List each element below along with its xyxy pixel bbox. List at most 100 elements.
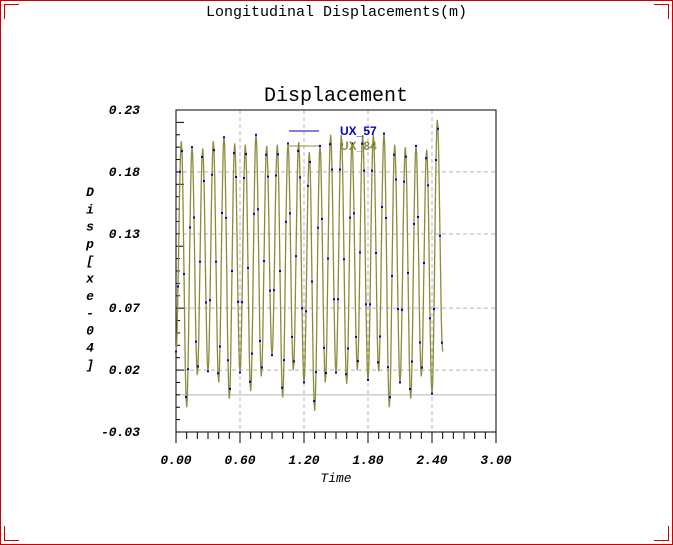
series-point-ux57 bbox=[373, 142, 375, 145]
series-point-ux57 bbox=[281, 386, 283, 389]
series-point-ux57 bbox=[261, 366, 263, 369]
series-point-ux57 bbox=[255, 133, 257, 136]
series-point-ux57 bbox=[185, 396, 187, 399]
series-point-ux57 bbox=[223, 136, 225, 139]
series-point-ux57 bbox=[377, 361, 379, 364]
series-point-ux57 bbox=[279, 270, 281, 272]
series-point-ux57 bbox=[379, 335, 381, 338]
series-point-ux57 bbox=[387, 366, 389, 369]
series-point-ux57 bbox=[289, 212, 291, 215]
series-point-ux57 bbox=[271, 354, 273, 357]
series-point-ux57 bbox=[251, 352, 253, 355]
series-point-ux57 bbox=[179, 170, 181, 173]
series-point-ux57 bbox=[215, 260, 217, 263]
series-point-ux57 bbox=[285, 220, 287, 223]
grid-lines bbox=[176, 110, 496, 432]
series-point-ux57 bbox=[381, 205, 383, 208]
corner-mark-bottom-left bbox=[4, 526, 19, 541]
series-point-ux57 bbox=[305, 310, 307, 313]
series-point-ux57 bbox=[421, 366, 423, 369]
series-point-ux57 bbox=[239, 371, 241, 374]
series-point-ux57 bbox=[265, 153, 267, 156]
series-point-ux57 bbox=[177, 285, 179, 288]
series-point-ux57 bbox=[385, 217, 387, 220]
series-point-ux57 bbox=[183, 273, 185, 276]
series-point-ux57 bbox=[287, 142, 289, 145]
series-point-ux57 bbox=[297, 149, 299, 152]
series-point-ux57 bbox=[219, 345, 221, 348]
series-point-ux57 bbox=[299, 176, 301, 179]
series-point-ux57 bbox=[189, 226, 191, 229]
series-point-ux57 bbox=[335, 371, 337, 374]
series-point-ux57 bbox=[213, 149, 215, 152]
series-point-ux57 bbox=[343, 258, 345, 261]
series-point-ux57 bbox=[365, 303, 367, 306]
series-point-ux57 bbox=[403, 180, 405, 183]
series-point-ux57 bbox=[211, 173, 213, 176]
series-point-ux57 bbox=[309, 160, 311, 163]
series-point-ux57 bbox=[195, 340, 197, 343]
series-point-ux57 bbox=[395, 178, 397, 181]
series-point-ux57 bbox=[321, 217, 323, 220]
series-point-ux57 bbox=[363, 169, 365, 172]
series-point-ux57 bbox=[439, 234, 441, 237]
series-point-ux57 bbox=[243, 177, 245, 180]
series-point-ux57 bbox=[427, 184, 429, 187]
series-point-ux57 bbox=[207, 370, 209, 373]
series-point-ux57 bbox=[367, 378, 369, 381]
series-point-ux57 bbox=[199, 260, 201, 263]
series-point-ux57 bbox=[293, 360, 295, 363]
series-line-ux84 bbox=[175, 119, 444, 411]
series-layer bbox=[175, 119, 444, 411]
series-point-ux57 bbox=[175, 350, 177, 353]
series-point-ux57 bbox=[201, 156, 203, 159]
series-point-ux57 bbox=[263, 260, 265, 263]
series-point-ux57 bbox=[315, 371, 317, 374]
series-point-ux57 bbox=[229, 387, 231, 390]
series-point-ux57 bbox=[329, 143, 331, 146]
series-point-ux57 bbox=[319, 144, 321, 147]
axes: 0.00 0.60 1.20 1.80 2.40 3.00 -0.03 0.02 0.07 0.1… bbox=[101, 103, 512, 468]
series-point-ux57 bbox=[337, 298, 339, 301]
page-title: Longitudinal Displacements(m) bbox=[205, 4, 468, 21]
series-point-ux57 bbox=[193, 216, 195, 219]
series-point-ux57 bbox=[247, 266, 249, 269]
series-point-ux57 bbox=[205, 301, 207, 304]
series-point-ux57 bbox=[327, 257, 329, 260]
series-point-ux57 bbox=[347, 347, 349, 350]
corner-mark-top-left bbox=[4, 4, 19, 19]
series-point-ux57 bbox=[399, 381, 401, 384]
series-point-ux57 bbox=[355, 335, 357, 338]
series-point-ux57 bbox=[405, 155, 407, 158]
x-tick-label: 0.60 bbox=[224, 453, 255, 468]
series-point-ux57 bbox=[371, 169, 373, 172]
series-point-ux57 bbox=[259, 339, 261, 342]
y-tick-label: 0.07 bbox=[109, 301, 140, 316]
corner-mark-top-right bbox=[654, 4, 669, 19]
series-point-ux57 bbox=[221, 211, 223, 214]
series-point-ux57 bbox=[407, 271, 409, 274]
y-tick-label: 0.13 bbox=[109, 227, 140, 242]
series-point-ux57 bbox=[275, 174, 277, 177]
x-tick-label: 1.20 bbox=[288, 453, 319, 468]
series-point-ux57 bbox=[333, 298, 335, 301]
series-point-ux57 bbox=[417, 216, 419, 219]
series-point-ux57 bbox=[357, 360, 359, 363]
series-point-ux57 bbox=[267, 175, 269, 178]
series-point-ux57 bbox=[345, 373, 347, 376]
series-point-ux57 bbox=[323, 346, 325, 349]
series-point-ux57 bbox=[295, 255, 297, 258]
legend-label-ux84: UX_84 bbox=[340, 139, 377, 153]
series-point-ux57 bbox=[353, 212, 355, 215]
series-point-ux57 bbox=[253, 212, 255, 215]
series-point-ux57 bbox=[413, 222, 415, 225]
series-point-ux57 bbox=[291, 335, 293, 338]
series-point-ux57 bbox=[375, 252, 377, 255]
series-point-ux57 bbox=[425, 157, 427, 160]
series-point-ux57 bbox=[273, 289, 275, 292]
series-point-ux57 bbox=[411, 360, 413, 363]
